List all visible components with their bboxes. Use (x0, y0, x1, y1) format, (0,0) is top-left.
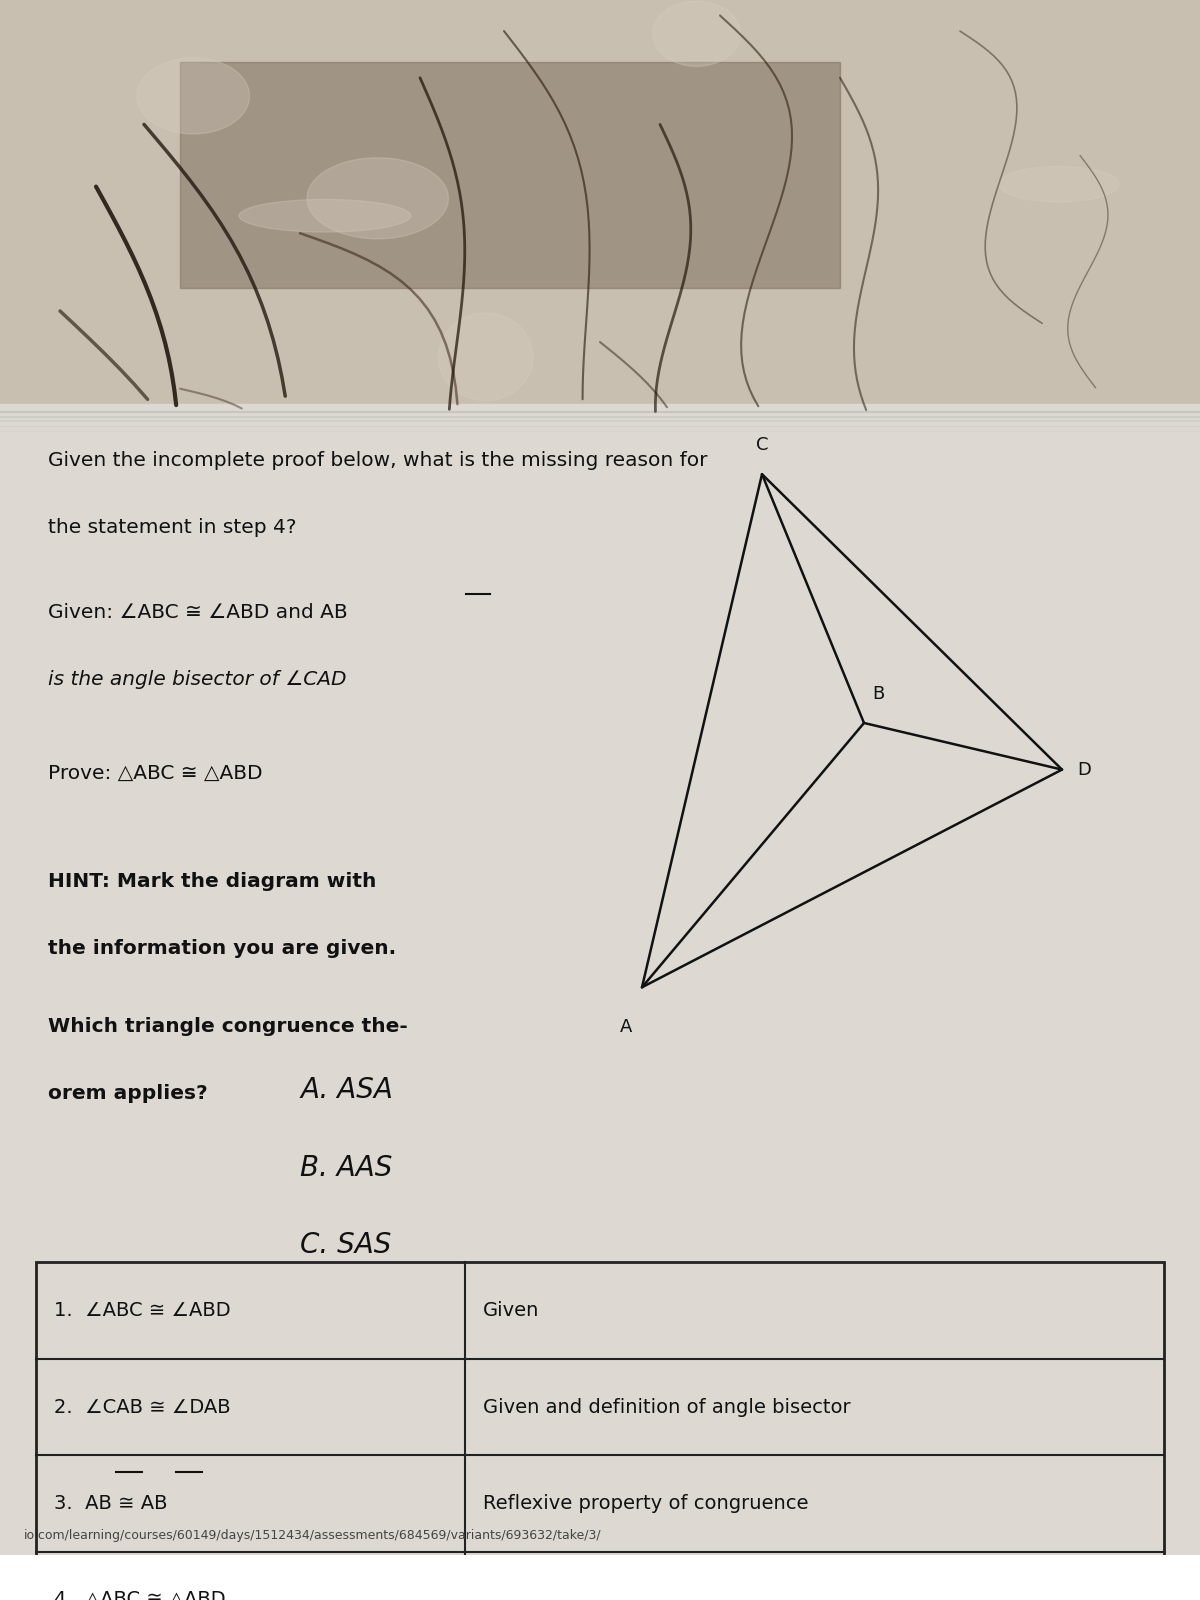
Text: Reflexive property of congruence: Reflexive property of congruence (482, 1494, 808, 1514)
Text: D: D (1078, 760, 1092, 779)
Text: C: C (756, 435, 768, 454)
Text: is the angle bisector of ∠CAD: is the angle bisector of ∠CAD (48, 670, 347, 690)
Ellipse shape (137, 58, 250, 134)
Text: Given and definition of angle bisector: Given and definition of angle bisector (482, 1397, 851, 1416)
Ellipse shape (438, 314, 533, 400)
Text: Given: ∠ABC ≅ ∠ABD and AB: Given: ∠ABC ≅ ∠ABD and AB (48, 603, 348, 622)
Text: Which triangle congruence the-: Which triangle congruence the- (48, 1018, 408, 1035)
Text: B. AAS: B. AAS (300, 1154, 392, 1182)
Text: the information you are given.: the information you are given. (48, 939, 396, 958)
Bar (180, 62, 840, 288)
Bar (0, 0, 1200, 413)
Text: Given: Given (482, 1301, 539, 1320)
Text: Given the incomplete proof below, what is the missing reason for: Given the incomplete proof below, what i… (48, 451, 708, 470)
Text: 2.  ∠CAB ≅ ∠DAB: 2. ∠CAB ≅ ∠DAB (54, 1397, 230, 1416)
Ellipse shape (307, 158, 449, 238)
Text: Prove: △ABC ≅ △ABD: Prove: △ABC ≅ △ABD (48, 763, 263, 782)
Ellipse shape (998, 166, 1118, 202)
Text: A: A (620, 1018, 632, 1035)
Text: C. SAS: C. SAS (300, 1232, 391, 1259)
Text: orem applies?: orem applies? (48, 1083, 208, 1102)
Text: 3.  AB ≅ AB: 3. AB ≅ AB (54, 1494, 168, 1514)
Text: HINT: Mark the diagram with: HINT: Mark the diagram with (48, 872, 377, 891)
Text: the statement in step 4?: the statement in step 4? (48, 518, 296, 536)
Text: A. ASA: A. ASA (300, 1075, 392, 1104)
Text: 1.  ∠ABC ≅ ∠ABD: 1. ∠ABC ≅ ∠ABD (54, 1301, 230, 1320)
Text: B: B (871, 685, 884, 702)
Bar (0, 405, 1200, 1555)
Ellipse shape (239, 200, 410, 232)
Bar (36, 1262, 1164, 1600)
Ellipse shape (653, 2, 740, 66)
Text: 4.  △ABC ≅ △ABD: 4. △ABC ≅ △ABD (54, 1590, 226, 1600)
Text: io.com/learning/courses/60149/days/1512434/assessments/684569/variants/693632/ta: io.com/learning/courses/60149/days/15124… (24, 1530, 601, 1542)
